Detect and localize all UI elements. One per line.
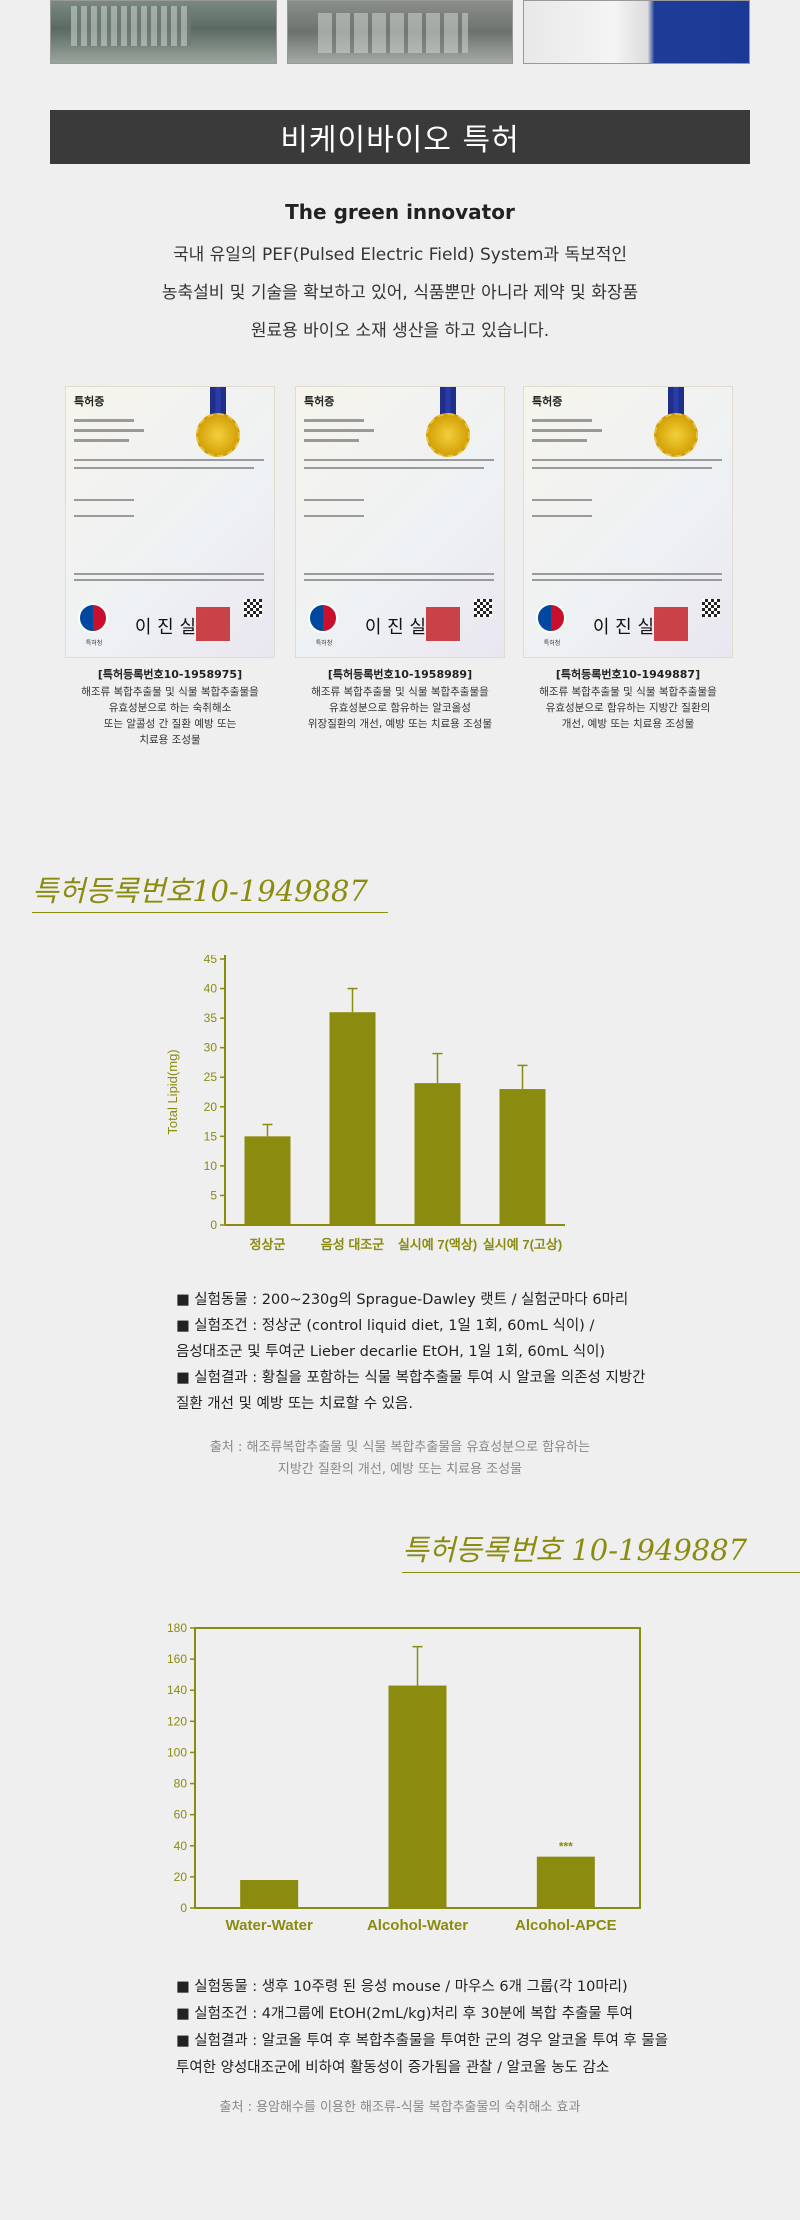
bar — [536, 1856, 595, 1908]
y-tick-label: 30 — [204, 1041, 218, 1055]
intro-line: 원료용 바이오 소재 생산을 하고 있습니다. — [250, 321, 550, 341]
significance-label: *** — [559, 1840, 573, 1854]
patent-certificate-image: 특허증 특허청 이 진 실 — [523, 386, 733, 658]
bar — [240, 1880, 299, 1908]
certificate-number: [특허등록번호10-1949887] — [555, 668, 701, 681]
bar — [499, 1089, 546, 1225]
certificate-title: 특허증 — [74, 395, 105, 408]
certificate-number: [특허등록번호10-1958989] — [327, 668, 473, 681]
y-tick-label: 60 — [174, 1808, 188, 1822]
y-tick-label: 15 — [204, 1129, 218, 1143]
certificate-description: 해조류 복합추출물 및 식물 복합추출물을 유효성분으로 하는 숙취해소 또는 … — [81, 686, 259, 746]
gold-seal-icon — [196, 413, 240, 457]
alcohol-concentration-chart-svg: 020406080100120140160180Alcohol Concentr… — [125, 1621, 641, 1934]
certificate-issuer: 특허청 — [543, 640, 561, 647]
taegeuk-emblem-icon — [536, 603, 566, 633]
y-tick-label: 20 — [204, 1100, 218, 1114]
facility-photo — [286, 0, 514, 64]
facility-photo — [523, 0, 751, 64]
bar — [329, 1012, 376, 1225]
category-label: 실시예 7(고상) — [483, 1237, 562, 1252]
y-tick-label: 40 — [204, 982, 218, 996]
y-tick-label: 100 — [167, 1745, 187, 1759]
section-title-banner: 비케이바이오 특허 — [50, 110, 750, 164]
y-tick-label: 140 — [167, 1683, 187, 1697]
certificate-issuer: 특허청 — [85, 640, 103, 647]
y-tick-label: 10 — [204, 1159, 218, 1173]
certificate-signature: 이 진 실 — [134, 617, 196, 638]
qr-code-icon — [244, 599, 262, 617]
source-citation: 출처 : 용암해수를 이용한 해조류-식물 복합추출물의 숙취해소 효과 — [219, 2100, 581, 2115]
total-lipid-chart: 0 5 10 15 20 25 30 35 40 45 Total Lipid(mg) 정상군 음성 대… — [155, 952, 635, 1259]
note-line: ■ 실험결과 : 알코올 투여 후 복합추출물을 투여한 군의 경우 알코올 투… — [176, 2033, 669, 2049]
section-underline — [402, 1572, 800, 1573]
taegeuk-emblem-icon — [308, 603, 338, 633]
bar — [244, 1136, 291, 1225]
y-tick-label: 80 — [174, 1777, 188, 1791]
note-line: ■ 실험결과 : 황칠을 포함하는 식물 복합추출물 투여 시 알코올 의존성 … — [176, 1370, 646, 1386]
photo-strip — [50, 0, 751, 64]
section-heading: 특허등록번호 10-1949887 — [402, 1533, 748, 1567]
y-axis-label: Total Lipid(mg) — [165, 1049, 180, 1134]
note-line: 음성대조군 및 투여군 Lieber decarlie EtOH, 1일 1회,… — [176, 1344, 606, 1360]
patent-certificate-image: 특허증 특허청 이 진 실 — [295, 386, 505, 658]
experiment-notes: ■ 실험동물 : 200~230g의 Sprague-Dawley 랫트 / 실… — [176, 1288, 776, 1412]
y-tick-label: 0 — [180, 1901, 187, 1915]
certificate-description: 해조류 복합추출물 및 식물 복합추출물을 유효성분으로 함유하는 지방간 질환… — [539, 686, 717, 730]
y-tick-label: 180 — [167, 1621, 187, 1635]
certificate-title: 특허증 — [304, 395, 335, 408]
y-tick-label: 40 — [174, 1839, 188, 1853]
note-line: ■ 실험동물 : 200~230g의 Sprague-Dawley 랫트 / 실… — [176, 1292, 629, 1308]
qr-code-icon — [474, 599, 492, 617]
note-line: ■ 실험조건 : 정상군 (control liquid diet, 1일 1회… — [176, 1318, 595, 1334]
y-tick-label: 160 — [167, 1652, 187, 1666]
experiment-notes: ■ 실험동물 : 생후 10주령 된 응성 mouse / 마우스 6개 그룹(… — [176, 1975, 776, 2076]
gold-seal-icon — [426, 413, 470, 457]
red-stamp-icon — [196, 607, 230, 641]
certificate-signature: 이 진 실 — [364, 617, 426, 638]
alcohol-concentration-chart: 020406080100120140160180Alcohol Concentr… — [125, 1620, 650, 1944]
y-tick-label: 35 — [204, 1011, 218, 1025]
y-tick-label: 120 — [167, 1714, 187, 1728]
certificate-issuer: 특허청 — [315, 640, 333, 647]
certificate-number: [특허등록번호10-1958975] — [97, 668, 243, 681]
gold-seal-icon — [654, 413, 698, 457]
y-tick-label: 45 — [204, 955, 218, 966]
category-label: Alcohol-APCE — [515, 1917, 617, 1934]
category-label: 음성 대조군 — [321, 1237, 384, 1252]
y-tick-label: 0 — [210, 1218, 217, 1232]
source-citation: 지방간 질환의 개선, 예방 또는 치료용 조성물 — [277, 1462, 523, 1477]
y-tick-label: 20 — [174, 1870, 188, 1884]
section-underline — [32, 912, 388, 913]
patent-certificate-image: 특허증 특허청 이 진 실 — [65, 386, 275, 658]
y-tick-label: 25 — [204, 1070, 218, 1084]
y-tick-label: 5 — [210, 1188, 217, 1202]
category-label: 정상군 — [250, 1237, 286, 1252]
section-heading: 특허등록번호10-1949887 — [32, 874, 368, 908]
note-line: 질환 개선 및 예방 또는 치료할 수 있음. — [176, 1396, 413, 1412]
category-label: 실시예 7(액상) — [398, 1237, 477, 1252]
red-stamp-icon — [426, 607, 460, 641]
tagline: The green innovator — [285, 200, 515, 224]
note-line: ■ 실험조건 : 4개그룹에 EtOH(2mL/kg)처리 후 30분에 복합 … — [176, 2006, 633, 2022]
note-line: 투여한 양성대조군에 비하여 활동성이 증가됨을 관찰 / 알코올 농도 감소 — [176, 2060, 610, 2076]
bar — [388, 1685, 447, 1908]
note-line: ■ 실험동물 : 생후 10주령 된 응성 mouse / 마우스 6개 그룹(… — [176, 1979, 628, 1995]
category-label: Water-Water — [226, 1917, 313, 1934]
intro-line: 농축설비 및 기술을 확보하고 있어, 식품뿐만 아니라 제약 및 화장품 — [161, 283, 639, 303]
total-lipid-chart-svg: 0 5 10 15 20 25 30 35 40 45 Total Lipid(mg) 정상군 음성 대… — [165, 952, 565, 1252]
bar — [414, 1083, 461, 1225]
certificate-signature: 이 진 실 — [592, 617, 654, 638]
taegeuk-emblem-icon — [78, 603, 108, 633]
certificate-description: 해조류 복합추출물 및 식물 복합추출물을 유효성분으로 함유하는 알코올성 위… — [307, 686, 493, 730]
intro-line: 국내 유일의 PEF(Pulsed Electric Field) System… — [172, 245, 628, 265]
source-citation: 출처 : 해조류복합추출물 및 식물 복합추출물을 유효성분으로 함유하는 — [209, 1440, 591, 1455]
certificate-title: 특허증 — [532, 395, 563, 408]
category-label: Alcohol-Water — [367, 1917, 468, 1934]
facility-photo — [50, 0, 277, 64]
qr-code-icon — [702, 599, 720, 617]
red-stamp-icon — [654, 607, 688, 641]
